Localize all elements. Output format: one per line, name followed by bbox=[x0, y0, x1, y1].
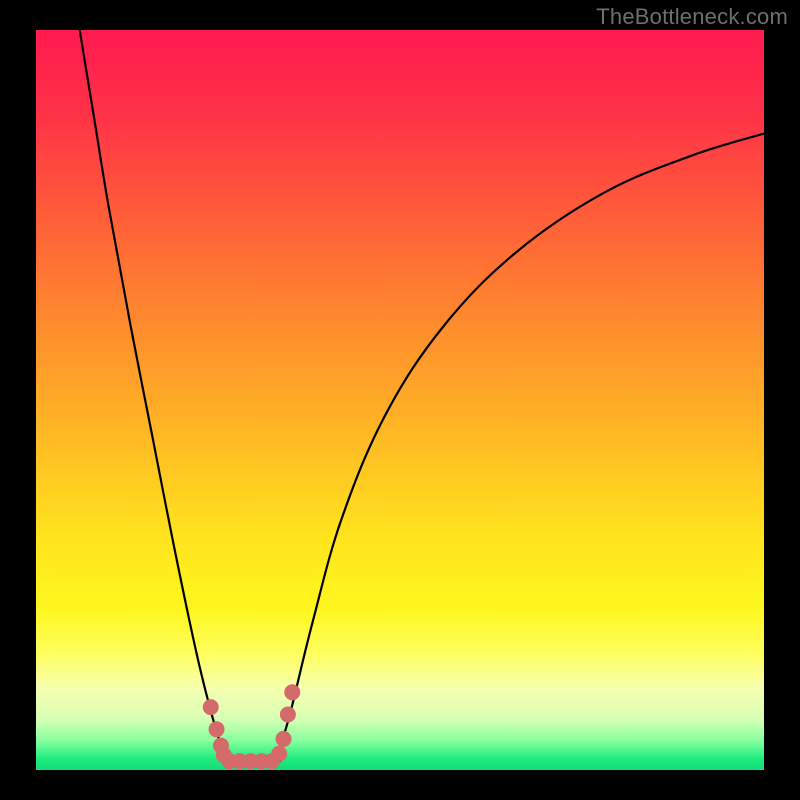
bottleneck-chart bbox=[0, 0, 800, 800]
curve-marker bbox=[209, 721, 225, 737]
curve-marker bbox=[271, 746, 287, 762]
curve-marker bbox=[276, 731, 292, 747]
curve-marker bbox=[284, 684, 300, 700]
curve-marker bbox=[280, 707, 296, 723]
watermark-label: TheBottleneck.com bbox=[596, 4, 788, 30]
curve-marker bbox=[203, 699, 219, 715]
chart-frame: TheBottleneck.com bbox=[0, 0, 800, 800]
